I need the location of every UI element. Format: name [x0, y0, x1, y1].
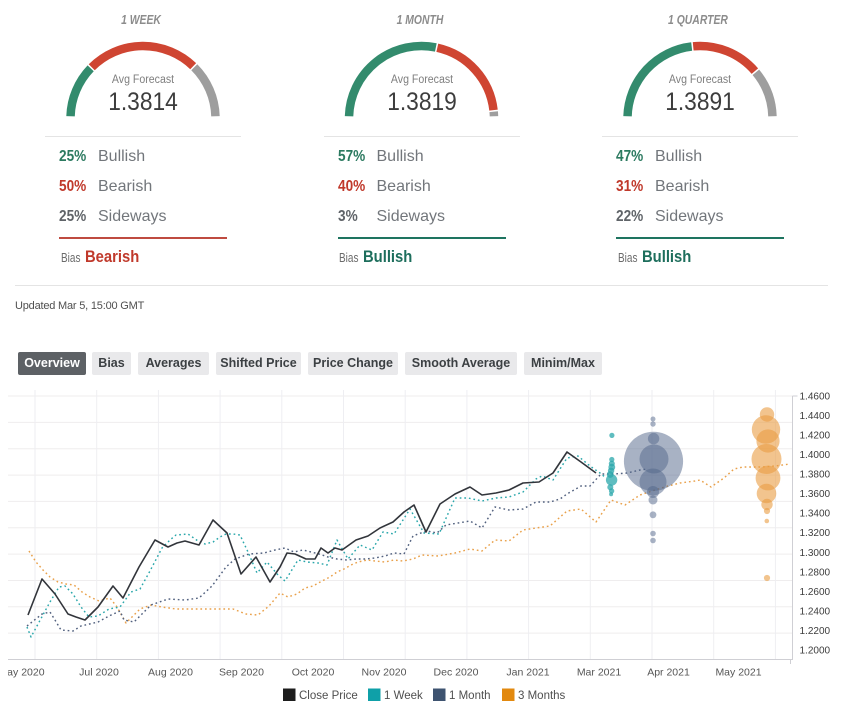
svg-text:1.2200: 1.2200 [800, 626, 831, 637]
svg-text:1.4000: 1.4000 [800, 450, 831, 461]
svg-text:1.2000: 1.2000 [800, 646, 831, 657]
svg-text:Dec 2020: Dec 2020 [434, 667, 479, 679]
svg-text:1.3000: 1.3000 [800, 548, 831, 559]
svg-text:Oct 2020: Oct 2020 [292, 667, 335, 679]
svg-text:Nov 2020: Nov 2020 [362, 667, 407, 679]
svg-text:Jul 2020: Jul 2020 [79, 667, 119, 679]
svg-text:1 Week: 1 Week [384, 690, 423, 702]
svg-text:1.3400: 1.3400 [800, 509, 831, 520]
svg-text:1.2600: 1.2600 [800, 587, 831, 598]
svg-text:1.4400: 1.4400 [800, 411, 831, 422]
svg-text:1.2800: 1.2800 [800, 567, 831, 578]
svg-text:1.3800: 1.3800 [800, 470, 831, 481]
svg-text:3 Months: 3 Months [518, 690, 566, 702]
svg-text:Aug 2020: Aug 2020 [148, 667, 193, 679]
svg-text:Mar 2021: Mar 2021 [577, 667, 622, 679]
svg-text:Apr 2021: Apr 2021 [647, 667, 690, 679]
svg-text:May 2020: May 2020 [8, 667, 45, 679]
svg-text:1.3200: 1.3200 [800, 528, 831, 539]
svg-text:1.3600: 1.3600 [800, 489, 831, 500]
svg-text:Close Price: Close Price [299, 690, 358, 702]
svg-text:Sep 2020: Sep 2020 [219, 667, 264, 679]
svg-text:May 2021: May 2021 [715, 667, 761, 679]
svg-text:1.4200: 1.4200 [800, 431, 831, 442]
svg-text:Jan 2021: Jan 2021 [506, 667, 549, 679]
svg-text:1 Month: 1 Month [449, 690, 491, 702]
svg-text:1.2400: 1.2400 [800, 606, 831, 617]
svg-text:1.4600: 1.4600 [800, 391, 831, 402]
